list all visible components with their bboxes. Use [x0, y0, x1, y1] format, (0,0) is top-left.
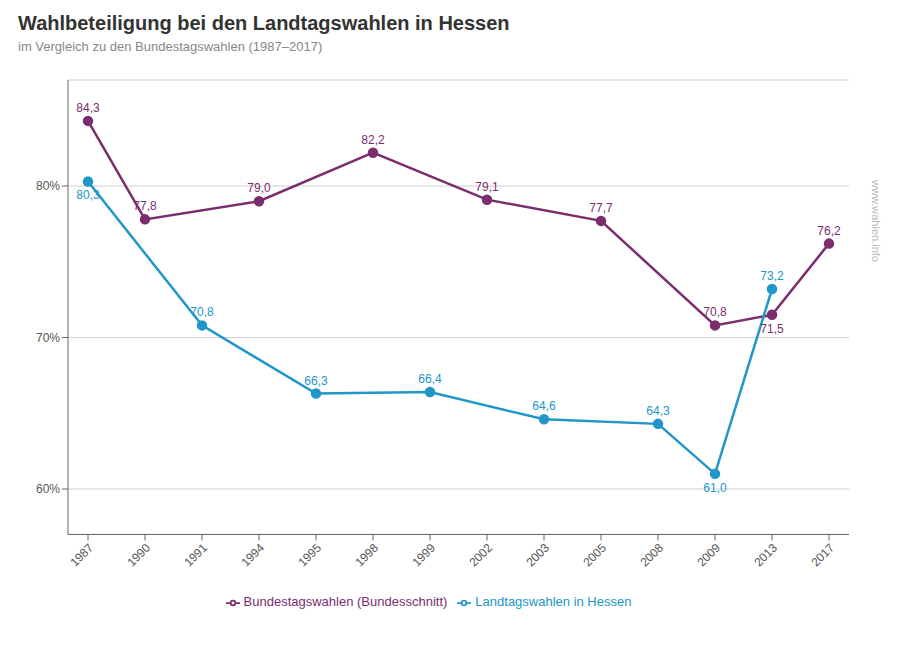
svg-text:2009: 2009: [694, 540, 723, 569]
svg-text:76,2: 76,2: [817, 224, 841, 238]
svg-text:60%: 60%: [36, 482, 60, 496]
svg-text:70%: 70%: [36, 331, 60, 345]
svg-text:64,6: 64,6: [532, 399, 556, 413]
html-text:Wahlbeteiligung bei den Landta: Wahlbeteiligung bei den Landtagswahlen i…: [18, 12, 510, 34]
svg-text:71,5: 71,5: [760, 322, 784, 336]
svg-text:2008: 2008: [637, 540, 666, 569]
html-text:Bundestagswahlen (Bundesschnit: Bundestagswahlen (Bundesschnitt): [243, 594, 448, 610]
svg-text:2017: 2017: [808, 540, 837, 569]
svg-text:1994: 1994: [238, 540, 267, 569]
svg-text:70,8: 70,8: [190, 305, 214, 319]
svg-text:84,3: 84,3: [76, 101, 100, 115]
html-text:www.wahlen.info: www.wahlen.info: [870, 180, 882, 262]
html-text:Landtagswahlen in Hessen: Landtagswahlen in Hessen: [475, 594, 632, 610]
svg-text:64,3: 64,3: [646, 404, 670, 418]
svg-text:82,2: 82,2: [361, 133, 385, 147]
svg-text:77,8: 77,8: [133, 199, 157, 213]
svg-text:2003: 2003: [523, 540, 552, 569]
svg-text:2002: 2002: [466, 540, 495, 569]
svg-text:1990: 1990: [124, 540, 153, 569]
svg-text:1995: 1995: [295, 540, 324, 569]
svg-text:80,3: 80,3: [76, 188, 100, 202]
svg-text:80%: 80%: [36, 179, 60, 193]
svg-text:66,3: 66,3: [304, 374, 328, 388]
svg-text:2005: 2005: [580, 540, 609, 569]
svg-text:66,4: 66,4: [418, 372, 442, 386]
svg-text:70,8: 70,8: [703, 305, 727, 319]
svg-text:79,0: 79,0: [247, 181, 271, 195]
svg-text:2013: 2013: [751, 540, 780, 569]
svg-text:61,0: 61,0: [703, 481, 727, 495]
svg-text:1998: 1998: [352, 540, 381, 569]
svg-text:79,1: 79,1: [475, 180, 499, 194]
html-text:im Vergleich zu den Bundestags: im Vergleich zu den Bundestagswahlen (19…: [18, 39, 323, 54]
svg-text:1991: 1991: [181, 540, 210, 569]
svg-text:73,2: 73,2: [760, 269, 784, 283]
svg-text:1987: 1987: [67, 540, 96, 569]
svg-text:1999: 1999: [409, 540, 438, 569]
svg-text:77,7: 77,7: [589, 201, 613, 215]
